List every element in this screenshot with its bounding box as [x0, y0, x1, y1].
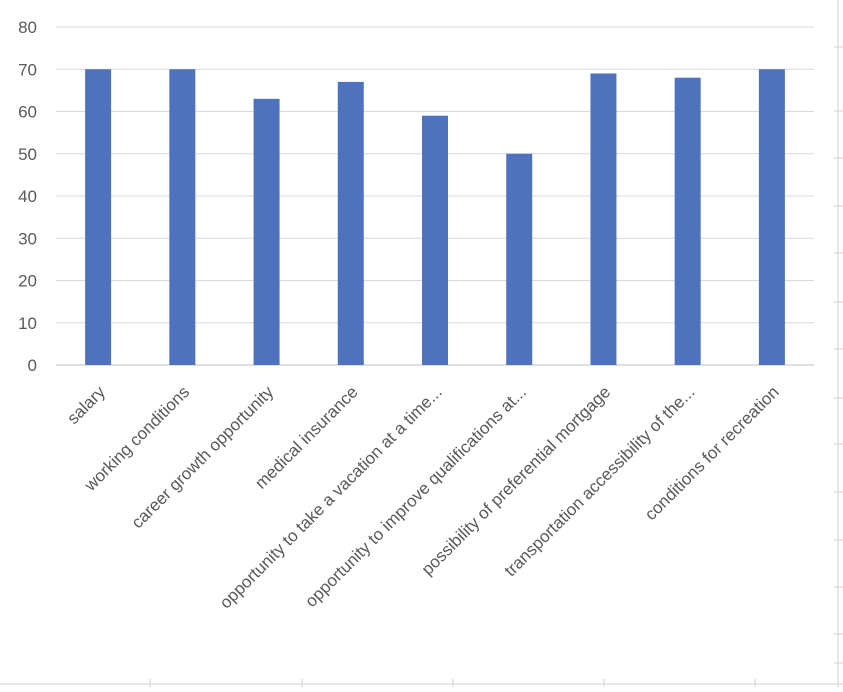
bar — [85, 69, 112, 365]
bar — [169, 69, 196, 365]
y-tick-label: 50 — [18, 145, 37, 164]
x-tick-label: possibility of preferential mortgage — [418, 382, 615, 579]
bar — [758, 69, 785, 365]
bar — [422, 115, 448, 365]
bar — [337, 81, 364, 366]
bar — [253, 98, 280, 365]
x-tick-label: conditions for recreation — [641, 382, 783, 524]
y-tick-label: 70 — [18, 60, 37, 79]
x-tick-label: salary — [63, 382, 109, 428]
bar — [674, 77, 701, 365]
y-tick-label: 10 — [18, 314, 37, 333]
y-tick-labels: 0 10 20 30 40 50 60 70 80 — [18, 18, 37, 375]
bar — [506, 153, 533, 365]
y-tick-label: 0 — [28, 356, 37, 375]
x-tick-label: transportation accessibility of the... — [501, 382, 699, 580]
y-tick-label: 60 — [18, 103, 37, 122]
y-tick-label: 80 — [18, 18, 37, 37]
y-tick-label: 20 — [18, 272, 37, 291]
x-tick-label: career growth opportunity — [128, 382, 278, 532]
bars — [85, 69, 785, 366]
y-tick-label: 40 — [18, 187, 37, 206]
bar — [590, 73, 617, 365]
y-tick-label: 30 — [18, 229, 37, 248]
